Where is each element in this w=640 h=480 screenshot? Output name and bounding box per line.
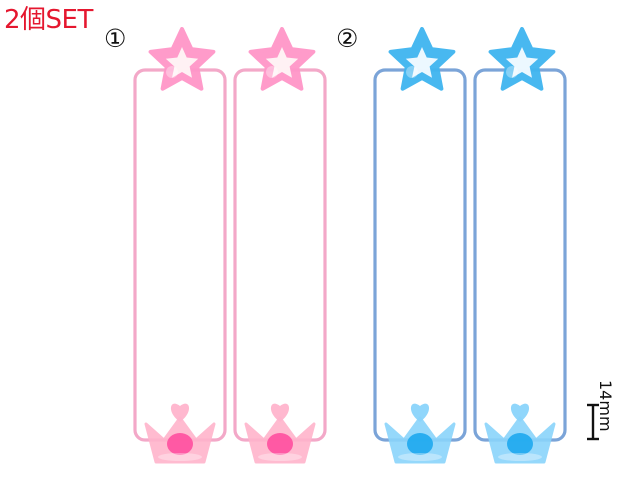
star-center [165,47,199,78]
crown-gem [407,433,433,455]
crown-gem [267,433,293,455]
star-highlight [166,66,178,78]
crown-highlight [398,453,442,461]
star-center [505,47,539,78]
hair-tie-2 [233,27,327,464]
star-center [405,47,439,78]
star-highlight [506,66,518,78]
variant-number-1: ① [104,24,127,53]
hair-tie-3 [373,27,467,464]
set-title: 2個SET [4,5,93,35]
scale-bar [587,403,599,441]
variant-number-2: ② [336,24,359,53]
crown-gem [507,433,533,455]
hair-tie-4 [473,27,567,464]
elastic-loop [373,68,467,442]
size-label: 14mm [596,380,615,432]
star-highlight [406,66,418,78]
crown-highlight [498,453,542,461]
elastic-loop [233,68,327,442]
crown-heart [170,403,190,422]
crown-heart [410,403,430,422]
star-center [265,47,299,78]
crown-highlight [258,453,302,461]
crown-heart [510,403,530,422]
hair-tie-1 [133,27,227,464]
crown-gem [167,433,193,455]
hair-tie-group [133,27,567,464]
elastic-loop [133,68,227,442]
crown-highlight [158,453,202,461]
crown-heart [270,403,290,422]
elastic-loop [473,68,567,442]
star-highlight [266,66,278,78]
